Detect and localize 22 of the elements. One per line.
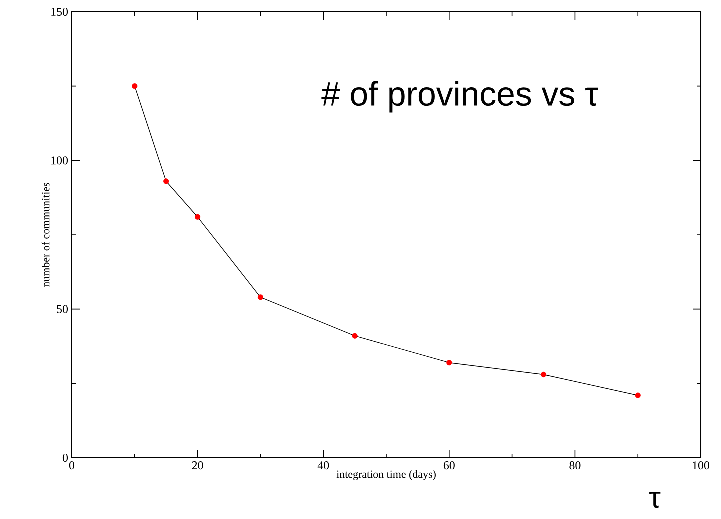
y-tick-label: 0 <box>62 454 68 462</box>
y-tick-label: 150 <box>52 8 68 16</box>
x-axis-title: integration time (days) <box>336 470 436 480</box>
y-tick-label: 100 <box>52 156 68 165</box>
annotation: # of provinces vs τ <box>322 81 598 113</box>
x-tick-label: 60 <box>444 462 455 470</box>
text: τ <box>650 492 661 508</box>
y-axis-title: number of communities <box>42 183 50 288</box>
x-tick-label: 100 <box>693 462 710 470</box>
point <box>258 294 264 300</box>
point <box>635 392 641 398</box>
point <box>540 372 547 378</box>
point <box>132 84 138 90</box>
x-tick-label: 40 <box>318 462 330 470</box>
point <box>446 360 452 366</box>
x-tick-label: 20 <box>192 462 204 470</box>
x-tick-label: 0 <box>69 462 75 470</box>
x-tick-label: 80 <box>570 462 581 470</box>
point <box>352 333 358 339</box>
y-tick-label: 50 <box>57 305 68 314</box>
point <box>195 214 201 220</box>
point <box>164 178 170 184</box>
